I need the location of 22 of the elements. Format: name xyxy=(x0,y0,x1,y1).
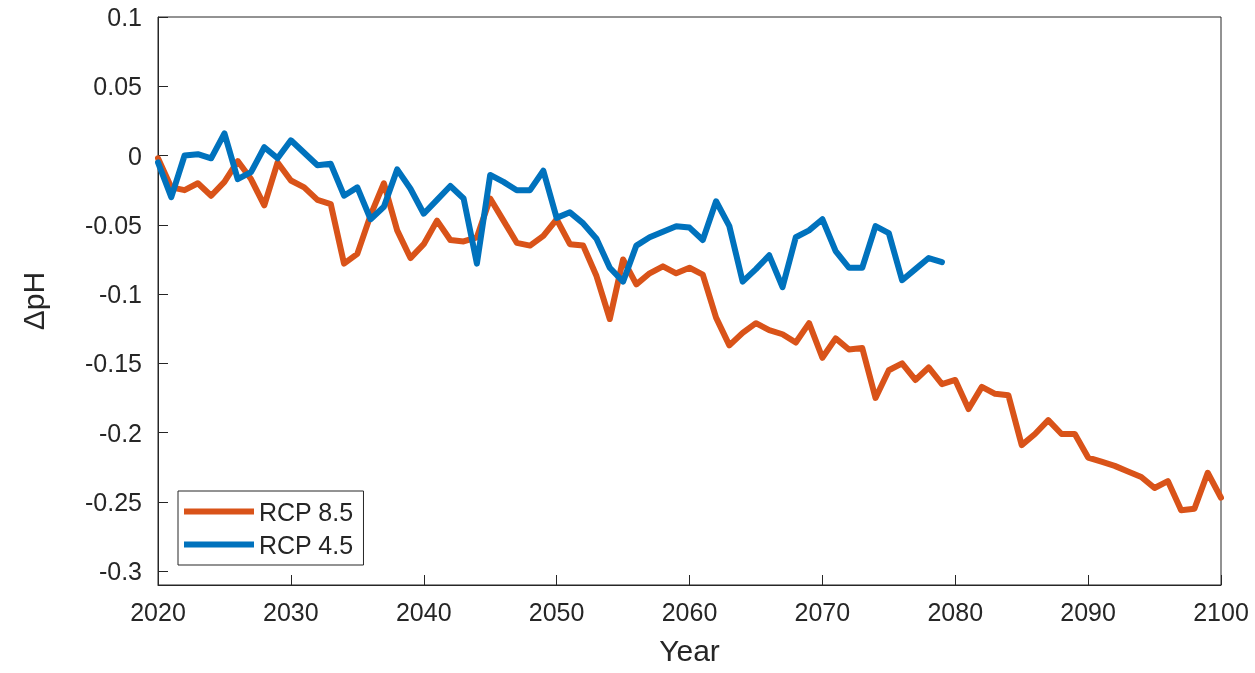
x-tick-label: 2070 xyxy=(794,597,851,626)
y-tick-label: -0.2 xyxy=(98,418,142,447)
y-tick-label: -0.15 xyxy=(85,349,142,378)
x-tick-label: 2060 xyxy=(661,597,718,626)
x-tick-label: 2080 xyxy=(927,597,984,626)
y-axis-title: ΔpH xyxy=(16,271,50,331)
legend-label: RCP 4.5 xyxy=(259,530,354,559)
x-tick-label: 2030 xyxy=(263,597,319,626)
y-tick-label: 0 xyxy=(128,141,142,170)
y-tick-label: -0.1 xyxy=(98,280,142,309)
y-tick-label: 0.1 xyxy=(107,3,142,31)
x-tick-label: 2050 xyxy=(528,597,585,626)
y-tick-label: -0.3 xyxy=(98,557,142,586)
y-tick-label: -0.05 xyxy=(85,210,142,239)
y-tick-label: 0.05 xyxy=(93,72,142,101)
x-tick-label: 2040 xyxy=(395,597,452,626)
x-axis-title: Year xyxy=(659,633,720,667)
x-tick-label: 2090 xyxy=(1060,597,1116,626)
y-tick-label: -0.25 xyxy=(85,487,142,516)
x-tick-label: 2020 xyxy=(130,597,186,626)
x-tick-label: 2100 xyxy=(1193,597,1249,626)
legend-label: RCP 8.5 xyxy=(259,497,354,526)
